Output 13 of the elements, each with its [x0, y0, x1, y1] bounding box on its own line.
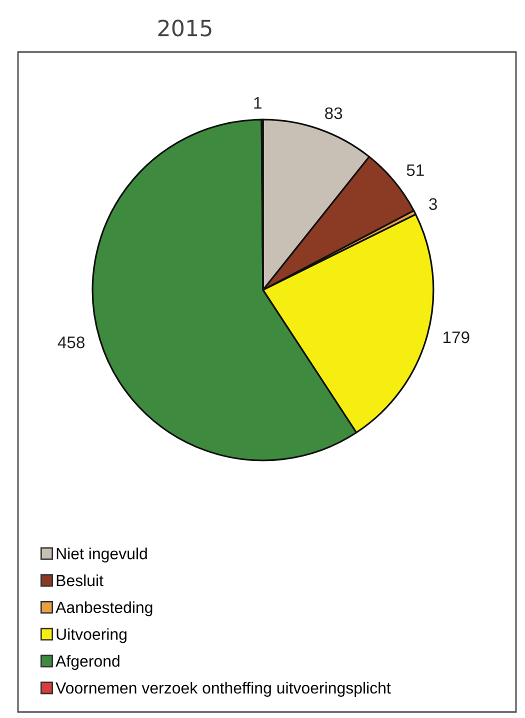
data-label: 83 — [325, 107, 342, 120]
data-label: 179 — [444, 331, 470, 344]
data-label: 3 — [429, 198, 437, 210]
legend-label: Uitvoering — [56, 628, 126, 644]
legend-label: Afgerond — [56, 655, 120, 670]
data-label: 51 — [406, 164, 424, 176]
data-label: 458 — [58, 336, 85, 348]
legend-label: Besluit — [56, 574, 104, 586]
legend-label: Niet ingevuld — [56, 548, 147, 562]
legend-label: Voornemen verzoek ontheffing uitvoeringsplicht — [56, 682, 391, 697]
data-label: 1 — [254, 97, 262, 109]
legend-label: Aanbesteding — [56, 601, 152, 616]
chart-title: 2015 — [158, 20, 212, 36]
